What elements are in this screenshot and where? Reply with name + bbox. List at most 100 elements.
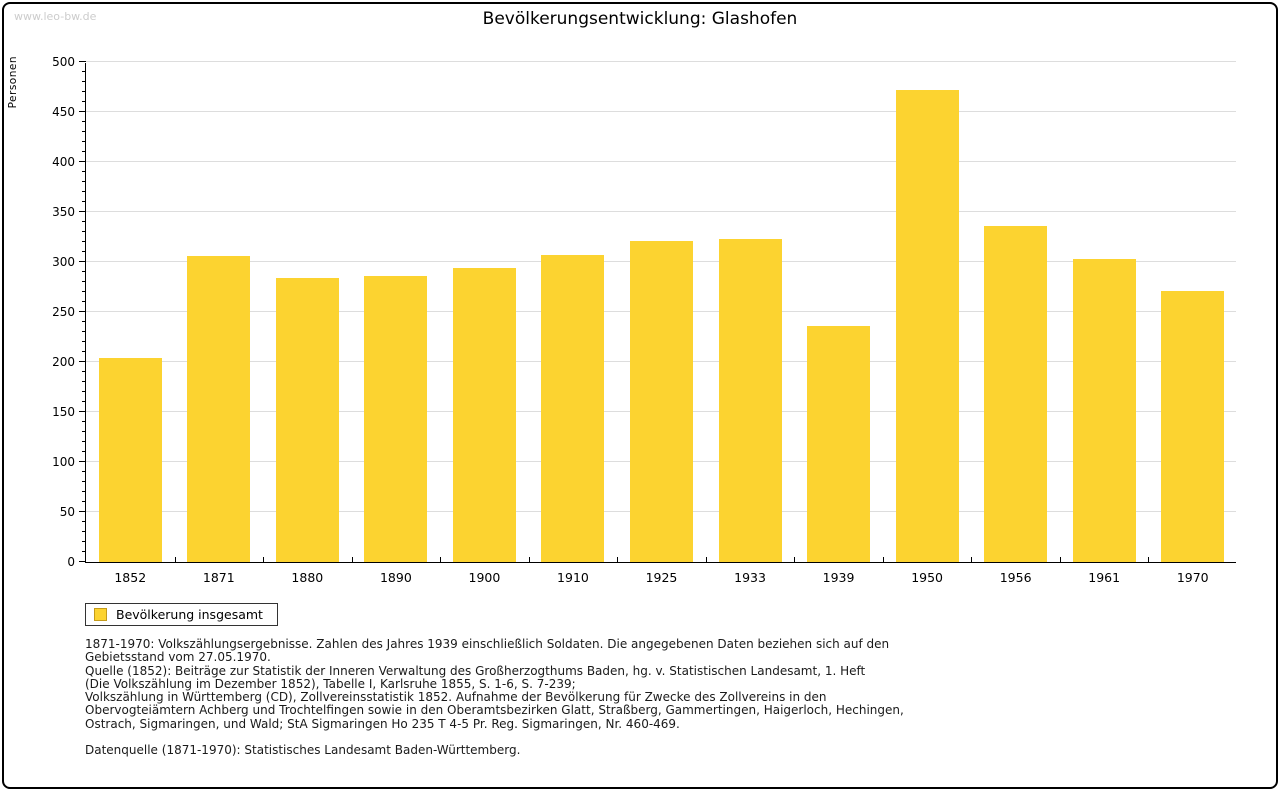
bar-1910 <box>541 255 605 562</box>
y-tick-label: 200 <box>52 355 75 369</box>
y-minor-tick <box>82 231 86 232</box>
y-minor-tick <box>82 351 86 352</box>
bar-1970 <box>1161 291 1225 562</box>
y-minor-tick <box>82 81 86 82</box>
x-boundary-tick <box>1059 557 1061 562</box>
bar-1871 <box>187 256 251 562</box>
x-tick-label: 1880 <box>291 570 324 585</box>
y-gridline <box>86 161 1236 162</box>
y-minor-tick <box>82 251 86 252</box>
y-minor-tick <box>82 141 86 142</box>
y-minor-tick <box>82 421 86 422</box>
y-gridline <box>86 61 1236 62</box>
bar-1939 <box>807 326 871 562</box>
y-major-tick <box>79 411 86 412</box>
x-boundary-tick <box>617 557 619 562</box>
y-minor-tick <box>82 201 86 202</box>
y-minor-tick <box>82 381 86 382</box>
plot-area: 0 50 100 150 200 250 300 350 400 450 500 1852 1871 18… <box>52 55 1236 585</box>
y-gridline <box>86 211 1236 212</box>
legend-label: Bevölkerung insgesamt <box>116 607 263 622</box>
y-minor-tick <box>82 501 86 502</box>
watermark: www.leo-bw.de <box>14 10 97 23</box>
y-tick-label: 0 <box>67 555 75 569</box>
y-major-tick <box>79 161 86 162</box>
y-minor-tick <box>82 131 86 132</box>
y-minor-tick <box>82 181 86 182</box>
x-tick-label: 1933 <box>734 570 766 585</box>
footnote-line: (Die Volkszählung im Dezember 1852), Tab… <box>85 676 576 691</box>
x-tick-label: 1910 <box>557 570 589 585</box>
y-major-tick <box>79 211 86 212</box>
y-minor-tick <box>82 171 86 172</box>
x-boundary-tick <box>440 557 442 562</box>
x-tick-label: 1956 <box>999 570 1032 585</box>
x-boundary-tick <box>705 557 707 562</box>
y-minor-tick <box>82 271 86 272</box>
y-minor-tick <box>82 221 86 222</box>
y-major-tick <box>79 561 86 562</box>
chart-title: Bevölkerungsentwicklung: Glashofen <box>482 9 798 29</box>
x-tick-label: 1900 <box>468 570 501 585</box>
footnote-line: Volkszählung in Württemberg (CD), Zollve… <box>85 690 827 705</box>
footnote-line: Gebietsstand vom 27.05.1970. <box>85 650 271 665</box>
bar-1880 <box>275 278 339 562</box>
bar-1890 <box>364 276 428 562</box>
y-minor-tick <box>82 91 86 92</box>
data-source-line: Datenquelle (1871-1970): Statistisches L… <box>85 743 521 758</box>
y-major-tick <box>79 311 86 312</box>
y-major-tick <box>79 111 86 112</box>
y-minor-tick <box>82 481 86 482</box>
footnote-line: Ostrach, Sigmaringen, und Wald; StA Sigm… <box>85 716 680 731</box>
y-minor-tick <box>82 371 86 372</box>
y-tick-label: 350 <box>52 205 75 219</box>
y-minor-tick <box>82 471 86 472</box>
x-boundary-tick <box>351 557 353 562</box>
x-boundary-tick <box>174 557 176 562</box>
y-tick-label: 150 <box>52 405 75 419</box>
y-minor-tick <box>82 121 86 122</box>
bar-1852 <box>98 358 162 562</box>
legend: Bevölkerung insgesamt <box>85 603 278 626</box>
bar-1961 <box>1072 259 1136 562</box>
y-major-tick <box>79 511 86 512</box>
y-minor-tick <box>82 451 86 452</box>
y-tick-label: 50 <box>59 505 75 519</box>
x-boundary-tick <box>528 557 530 562</box>
x-tick-label: 1925 <box>645 570 678 585</box>
y-major-tick <box>79 461 86 462</box>
y-minor-tick <box>82 301 86 302</box>
y-tick-label: 500 <box>52 55 75 69</box>
y-minor-tick <box>82 101 86 102</box>
x-tick-label: 1961 <box>1088 570 1121 585</box>
y-minor-tick <box>82 241 86 242</box>
y-major-tick <box>79 261 86 262</box>
x-tick-label: 1970 <box>1176 570 1209 585</box>
y-minor-tick <box>82 321 86 322</box>
y-minor-tick <box>82 551 86 552</box>
x-tick-label: 1950 <box>911 570 944 585</box>
bar-1900 <box>452 268 516 562</box>
y-tick-label: 300 <box>52 255 75 269</box>
bar-1925 <box>630 241 693 562</box>
x-tick-label: 1939 <box>822 570 855 585</box>
y-minor-tick <box>82 431 86 432</box>
footnote-line: Obervogteiämtern Achberg und Trochtelfin… <box>85 703 904 718</box>
y-gridline <box>86 111 1236 112</box>
x-boundary-tick <box>794 557 796 562</box>
y-minor-tick <box>82 441 86 442</box>
y-minor-tick <box>82 341 86 342</box>
x-tick-label: 1871 <box>202 570 235 585</box>
bar-1956 <box>984 226 1048 562</box>
y-minor-tick <box>82 391 86 392</box>
y-minor-tick <box>82 191 86 192</box>
y-minor-tick <box>82 331 86 332</box>
y-minor-tick <box>82 151 86 152</box>
y-tick-label: 250 <box>52 305 75 319</box>
x-boundary-tick <box>971 557 973 562</box>
footnote-line: 1871-1970: Volkszählungsergebnisse. Zahl… <box>85 637 890 651</box>
x-tick-label: 1890 <box>379 570 412 585</box>
y-axis-label: Personen <box>7 56 19 109</box>
footnotes: 1871-1970: Volkszählungsergebnisse. Zahl… <box>85 637 1236 758</box>
